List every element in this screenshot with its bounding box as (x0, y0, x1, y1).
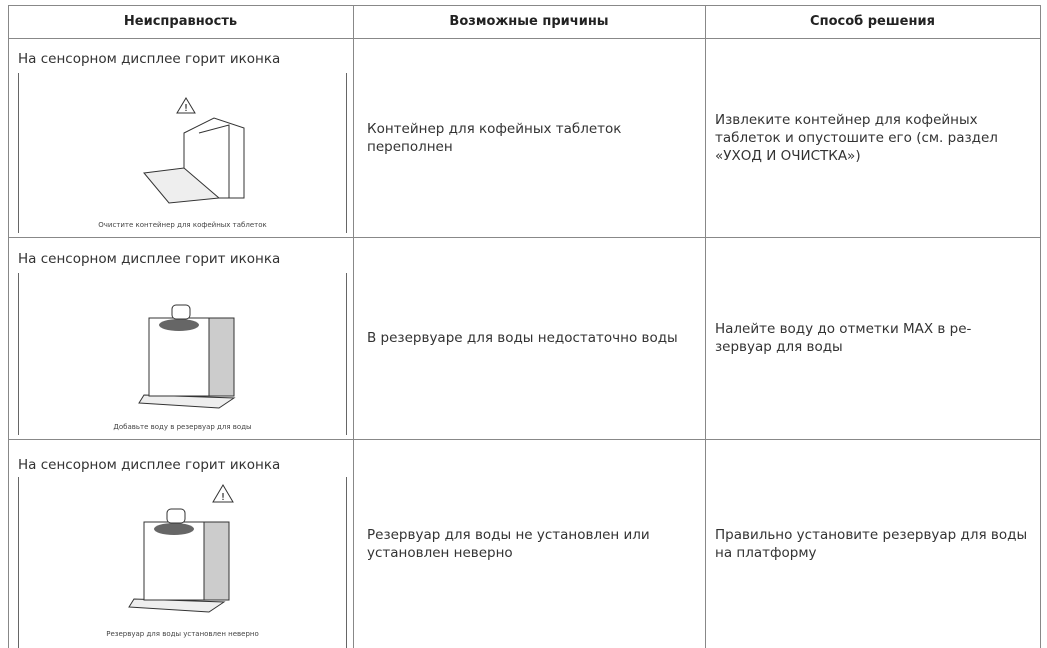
icon: ! (128, 484, 234, 613)
icon (138, 304, 236, 409)
rule (705, 5, 706, 648)
rule (353, 5, 354, 648)
cause: Контейнер для кофейных таблеток переполн… (367, 120, 622, 155)
issue: На сенсорном дисплее горит иконка (18, 51, 281, 67)
rule (1040, 5, 1041, 648)
caption: Очистите контейнер для кофейных таблеток (98, 221, 267, 229)
icon: ! (143, 97, 245, 204)
display: ! Очистите контейнер для кофейных таблет… (18, 73, 347, 233)
display: ! Резервуар для воды установлен неверно (18, 477, 347, 648)
solution: Правильно установите резервуар для воды … (715, 526, 1028, 561)
display: Добавьте воду в резервуар для воды (18, 273, 347, 435)
cause: Резервуар для воды не установлен или уст… (367, 526, 650, 561)
caption: Добавьте воду в резервуар для воды (113, 423, 252, 431)
column-header: Способ решения (810, 14, 935, 29)
svg-text:!: ! (184, 103, 188, 114)
cause: В резервуаре для воды недостаточно воды (367, 330, 678, 346)
solution: Извлеките контейнер для кофейных таблето… (715, 111, 998, 164)
column-header: Возможные причины (449, 14, 609, 29)
svg-text:!: ! (221, 492, 225, 503)
rule (8, 5, 1040, 6)
rule (8, 5, 9, 648)
issue: На сенсорном дисплее горит иконка (18, 457, 281, 473)
issue: На сенсорном дисплее горит иконка (18, 251, 281, 267)
rule (8, 237, 1040, 238)
column-header: Неисправность (123, 14, 238, 29)
solution: Налейте воду до отметки MAX в ре-зервуар… (715, 321, 972, 355)
rule (8, 439, 1040, 440)
caption: Резервуар для воды установлен неверно (106, 630, 259, 638)
rule (8, 38, 1040, 39)
